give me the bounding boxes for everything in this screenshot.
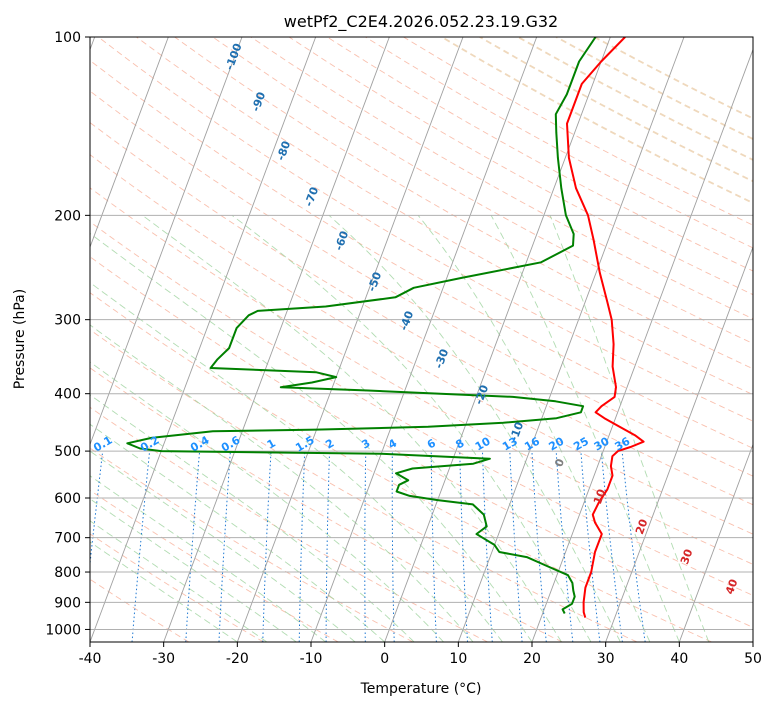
- isotherm-line: [752, 640, 753, 642]
- mixing-ratio-line: [90, 451, 104, 569]
- moist-adiabat: [90, 475, 326, 642]
- isotherm-line: [236, 37, 464, 642]
- mixing-ratio-line: [555, 451, 574, 642]
- dry-adiabat: [90, 406, 488, 642]
- moist-adiabat: [90, 281, 503, 642]
- moist-adiabat: [90, 324, 474, 642]
- isotherm-line: [90, 37, 243, 446]
- dry-adiabat: [90, 367, 563, 642]
- moist-adiabat: [231, 214, 592, 642]
- dry-adiabat: [250, 37, 753, 320]
- y-tick-label: 100: [54, 30, 81, 46]
- x-tick-label: 10: [449, 651, 467, 667]
- dry-adiabat: [90, 292, 712, 642]
- y-tick-label: 1000: [45, 622, 81, 638]
- moist-adiabat: [90, 361, 444, 642]
- isotherm-label: 10: [591, 487, 609, 506]
- isotherm-label: 30: [678, 547, 696, 566]
- moist-adiabat: [90, 541, 238, 642]
- x-tick-label: 0: [380, 651, 389, 667]
- mixing-ratio-line: [580, 451, 601, 642]
- moist-adiabat: [490, 215, 680, 642]
- moist-adiabat: [90, 232, 533, 642]
- mixing-ratio-line: [621, 451, 646, 642]
- isotherm-line: [310, 37, 538, 642]
- axes-layer: -40 -30 -20 -10 0 10 20 30 40 50 100 200 300 400 500 60…: [45, 30, 762, 667]
- dry-adiabat: [90, 90, 753, 477]
- x-tick-label: -10: [300, 651, 323, 667]
- y-axis-title: Pressure (hPa): [12, 289, 28, 389]
- isotherm-line: [678, 443, 753, 642]
- temperature-trace: [566, 37, 645, 618]
- isotherm-line: [163, 37, 390, 642]
- x-tick-label: -20: [226, 651, 249, 667]
- dry-adiabat: [98, 37, 753, 422]
- y-tick-label: 400: [54, 387, 81, 403]
- dewpoint-trace: [126, 37, 597, 614]
- dry-adiabat: [288, 37, 753, 296]
- moist-adiabat: [328, 214, 621, 642]
- dry-adiabat: [90, 256, 753, 628]
- y-tick-label: 500: [54, 444, 81, 460]
- x-tick-label: 30: [597, 651, 615, 667]
- x-tick-label: -40: [79, 651, 102, 667]
- y-tick-label: 300: [54, 313, 81, 329]
- isotherm-line: [457, 37, 685, 642]
- plot-background: [90, 37, 753, 642]
- moist-adiabat: [90, 498, 297, 642]
- moist-adiabat: [90, 423, 385, 642]
- isotherm-line: [90, 37, 169, 249]
- moist-adiabat: [549, 215, 710, 642]
- x-tick-label: 40: [670, 651, 688, 667]
- plot-frame: [89, 36, 754, 643]
- y-tick-label: 700: [54, 531, 81, 547]
- mixing-ratio-line: [600, 451, 623, 642]
- x-axis-title: Temperature (°C): [360, 681, 482, 697]
- isotherm-line: [384, 37, 611, 642]
- y-tick-label: 200: [54, 208, 81, 224]
- isotherm-line: [531, 48, 753, 642]
- isotherm-label: 20: [633, 517, 651, 536]
- y-tick-label: 800: [54, 565, 81, 581]
- grid-layer: [90, 37, 753, 642]
- moist-adiabat: [417, 215, 651, 642]
- chart-title: wetPf2_C2E4.2026.052.23.19.G32: [284, 12, 558, 32]
- x-tick-label: -30: [152, 651, 175, 667]
- dry-adiabat: [90, 122, 753, 506]
- isotherm-line: [605, 245, 753, 642]
- isotherm-label: 40: [723, 577, 741, 596]
- isotherm-line: [90, 37, 317, 642]
- moist-adiabat: [142, 214, 562, 642]
- dry-adiabat: [90, 489, 339, 642]
- moist-adiabat: [90, 450, 356, 642]
- mixing-ratio-line: [531, 451, 547, 642]
- y-tick-label: 900: [54, 595, 81, 611]
- x-tick-label: 20: [523, 651, 541, 667]
- series-layer: [126, 37, 645, 618]
- dry-adiabat: [90, 533, 264, 642]
- dry-adiabat: [90, 154, 753, 535]
- y-tick-label: 600: [54, 491, 81, 507]
- x-tick-label: 50: [744, 651, 762, 667]
- moist-adiabat: [90, 394, 415, 642]
- dry-adiabat: [136, 37, 753, 396]
- dry-adiabat: [90, 187, 753, 565]
